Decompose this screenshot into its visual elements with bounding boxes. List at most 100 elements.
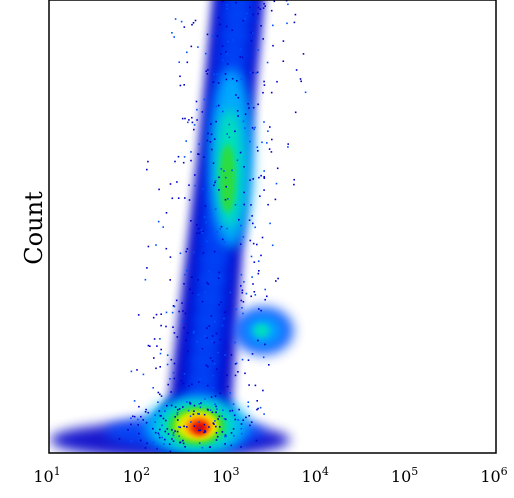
- event-dot: [226, 7, 228, 10]
- event-dot: [242, 301, 245, 303]
- event-dot: [173, 362, 176, 365]
- event-dot: [224, 311, 226, 313]
- event-dot: [184, 273, 186, 276]
- event-dot: [219, 275, 221, 278]
- event-dot: [241, 289, 244, 292]
- event-dot: [231, 77, 234, 80]
- event-dot: [177, 419, 179, 421]
- event-dot: [170, 391, 172, 393]
- event-dot: [230, 444, 233, 447]
- event-dot: [192, 391, 195, 393]
- event-dot: [254, 384, 257, 387]
- density-contour: [222, 0, 256, 9]
- event-dot: [130, 370, 133, 373]
- event-dot: [250, 204, 252, 206]
- event-dot: [255, 439, 258, 442]
- event-dot: [222, 110, 224, 113]
- event-dot: [213, 341, 216, 344]
- event-dot: [243, 203, 245, 206]
- event-dot: [215, 368, 218, 370]
- event-dot: [237, 419, 239, 421]
- event-dot: [201, 232, 204, 234]
- event-dot: [257, 150, 259, 152]
- x-tick-label: 105: [391, 465, 418, 486]
- event-dot: [293, 183, 295, 186]
- event-dot: [130, 417, 132, 419]
- event-dot: [231, 169, 233, 172]
- event-dot: [229, 291, 232, 294]
- event-dot: [220, 168, 223, 170]
- event-dot: [220, 53, 222, 55]
- event-dot: [203, 423, 206, 426]
- event-dot: [185, 140, 187, 142]
- event-dot: [187, 350, 189, 353]
- event-dot: [205, 52, 207, 55]
- event-dot: [169, 256, 172, 258]
- event-dot: [214, 395, 217, 397]
- event-dot: [201, 348, 204, 350]
- event-dot: [223, 170, 225, 172]
- event-dot: [248, 107, 250, 109]
- event-dot: [242, 236, 245, 238]
- event-dot: [183, 373, 186, 375]
- event-dot: [215, 425, 217, 428]
- event-dot: [252, 13, 254, 16]
- event-dot: [224, 198, 227, 201]
- event-dot: [210, 396, 213, 398]
- event-dot: [159, 415, 162, 417]
- x-tick-label: 106: [480, 465, 507, 486]
- event-dot: [197, 228, 200, 230]
- event-dot: [182, 310, 184, 312]
- event-dot: [139, 439, 142, 442]
- event-dot: [162, 226, 164, 228]
- event-dot: [252, 106, 255, 109]
- event-dot: [257, 260, 260, 262]
- event-dot: [220, 301, 222, 303]
- event-dot: [170, 358, 173, 361]
- density-contour: [218, 0, 255, 29]
- event-dot: [227, 40, 229, 43]
- event-dot: [262, 356, 265, 359]
- event-dot: [215, 405, 217, 408]
- event-dot: [152, 427, 154, 430]
- event-dot: [217, 16, 220, 19]
- x-axis: 101 102 103 104 105 106: [33, 465, 507, 486]
- x-tick-label: 104: [302, 465, 329, 486]
- event-dot: [193, 330, 195, 333]
- event-dot: [208, 426, 210, 428]
- event-dot: [198, 413, 200, 415]
- event-dot: [214, 181, 216, 184]
- event-dot: [196, 108, 198, 111]
- event-dot: [145, 408, 147, 411]
- event-dot: [193, 425, 196, 427]
- event-dot: [240, 423, 243, 425]
- event-dot: [257, 407, 259, 410]
- event-dot: [203, 413, 206, 416]
- event-dot: [252, 71, 254, 74]
- event-dot: [260, 254, 262, 257]
- event-dot: [262, 38, 264, 40]
- event-dot: [217, 104, 220, 107]
- event-dot: [193, 124, 196, 126]
- event-dot: [172, 434, 175, 437]
- event-dot: [263, 84, 266, 86]
- event-dot: [240, 224, 242, 227]
- event-dot: [181, 320, 184, 322]
- event-dot: [179, 426, 182, 429]
- event-dot: [213, 363, 216, 365]
- event-dot: [219, 23, 221, 26]
- event-dot: [264, 343, 266, 346]
- event-dot: [256, 21, 259, 23]
- event-dot: [218, 271, 221, 274]
- event-dot: [257, 49, 260, 51]
- event-dot: [205, 364, 208, 367]
- event-dot: [274, 198, 277, 201]
- event-dot: [263, 413, 265, 415]
- event-dot: [196, 224, 198, 226]
- event-dot: [182, 161, 185, 164]
- event-dot: [247, 91, 250, 93]
- event-dot: [206, 240, 208, 243]
- event-dot: [172, 440, 175, 442]
- event-dot: [219, 426, 221, 428]
- event-dot: [184, 117, 186, 120]
